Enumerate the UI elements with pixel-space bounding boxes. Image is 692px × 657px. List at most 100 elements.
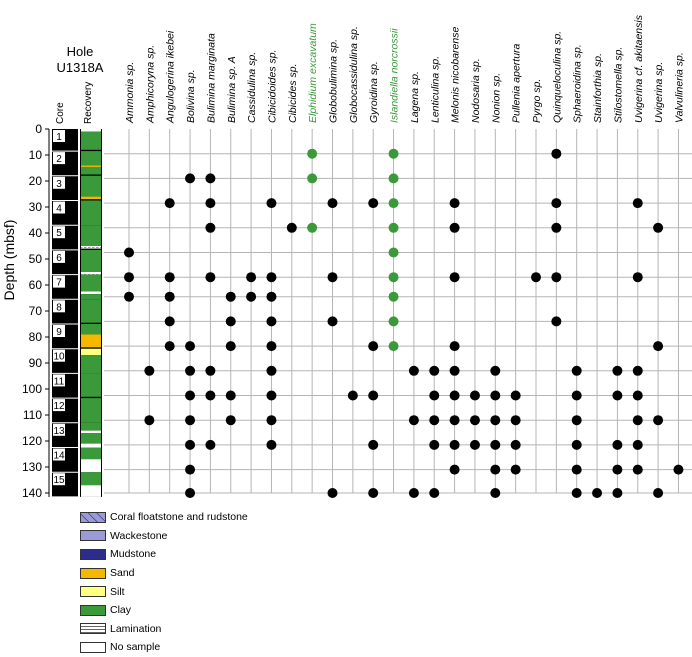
recovery-interval	[81, 373, 101, 397]
core-label-box	[53, 374, 65, 387]
core-label: 9	[56, 327, 62, 338]
occurrence-dot	[185, 415, 196, 426]
occurrence-dot	[164, 291, 175, 302]
occurrence-dot	[144, 415, 155, 426]
recovery-interval	[81, 200, 101, 226]
y-tick-label: 0	[35, 122, 42, 136]
occurrence-dot	[551, 198, 562, 209]
core-label-box	[53, 300, 65, 313]
occurrence-dot	[327, 316, 338, 327]
species-label: Valvulineria sp.	[673, 52, 685, 123]
y-axis: 0 10 20 30 40 50 60 70 80 90 100 110 120 130 140 Depth …	[1, 122, 50, 500]
recovery-interval	[81, 348, 101, 356]
core-label: 13	[53, 426, 65, 437]
recovery-interval	[81, 131, 101, 150]
occurrence-dot	[124, 272, 134, 283]
legend-swatch	[80, 604, 106, 616]
occurrence-dot	[225, 341, 236, 352]
hole-title-line1: Hole	[66, 44, 94, 59]
occurrence-dot	[490, 390, 501, 401]
recovery-interval	[81, 398, 101, 415]
occurrence-dot	[307, 222, 318, 233]
occurrence-dot	[429, 488, 440, 498]
recovery-interval	[81, 422, 101, 431]
occurrence-dot	[612, 464, 623, 475]
core-label-box	[53, 152, 65, 165]
species-label: Stainforthia sp.	[592, 53, 604, 123]
species-label: Gyroidina sp.	[368, 61, 380, 123]
recovery-interval	[81, 433, 101, 444]
occurrence-dot	[124, 291, 134, 302]
occurrence-dot	[551, 316, 562, 327]
y-tick-label: 80	[29, 330, 43, 344]
occurrence-dot	[185, 390, 196, 401]
legend-label: Silt	[110, 585, 125, 598]
occurrence-dot	[429, 415, 440, 426]
y-tick-label: 30	[29, 200, 43, 214]
occurrence-dot	[266, 415, 277, 426]
recovery-interval	[81, 166, 101, 175]
occurrence-dot	[632, 365, 643, 376]
occurrence-dot	[185, 365, 196, 376]
occurrence-dot	[164, 198, 175, 209]
occurrence-dot	[286, 222, 297, 233]
legend-swatch	[80, 623, 106, 635]
occurrence-dot	[266, 341, 277, 352]
occurrence-dot	[225, 291, 236, 302]
occurrence-dot	[449, 365, 460, 376]
occurrence-dot	[327, 272, 338, 283]
occurrence-dot	[571, 464, 582, 475]
occurrence-dot	[653, 341, 664, 352]
y-tick-label: 100	[22, 382, 42, 396]
y-tick-label: 70	[29, 304, 43, 318]
occurrence-dot	[531, 272, 541, 283]
occurrence-dot	[571, 415, 582, 426]
legend-item: No sample	[80, 638, 248, 657]
occurrence-dot	[490, 439, 501, 450]
core-label: 3	[56, 179, 62, 190]
occurrence-dot	[449, 390, 460, 401]
occurrence-dot	[449, 439, 460, 450]
y-tick-label: 50	[29, 252, 43, 266]
occurrence-dot	[449, 222, 460, 233]
occurrence-dot	[205, 390, 216, 401]
occurrence-dot	[246, 291, 257, 302]
y-tick-label: 40	[29, 226, 43, 240]
occurrence-dot	[327, 198, 338, 209]
occurrence-dot	[205, 173, 216, 184]
species-label: Nodosaria sp.	[470, 58, 482, 123]
species-label: Cassidulina sp.	[246, 52, 258, 123]
core-column-label: Core	[55, 102, 66, 124]
occurrence-dot	[429, 365, 440, 376]
species-label: Melonis nicobarense	[450, 27, 462, 123]
species-label: Stilostomella sp.	[612, 47, 624, 123]
legend-item: Sand	[80, 564, 248, 583]
occurrence-dot	[327, 488, 338, 498]
hole-title-line2: U1318A	[56, 60, 104, 75]
legend-label: No sample	[110, 641, 161, 654]
species-label: Ammonia sp.	[124, 62, 136, 124]
occurrence-dot	[368, 488, 379, 498]
species-label: Angulogerina ikebei	[165, 30, 177, 124]
occurrence-dot	[388, 148, 399, 159]
y-tick-label: 10	[29, 148, 43, 162]
recovery-column	[80, 129, 102, 497]
legend-item: Mudstone	[80, 545, 248, 564]
species-label: Islandiella norcrossii	[389, 28, 401, 123]
species-label: Lagena sp.	[409, 71, 421, 123]
recovery-interval	[81, 459, 101, 473]
occurrence-dot	[246, 272, 257, 283]
occurrence-dot	[449, 272, 460, 283]
occurrence-dot	[266, 291, 277, 302]
recovery-interval	[81, 299, 101, 323]
core-label: 1	[56, 132, 62, 143]
legend-label: Lamination	[110, 622, 162, 635]
species-label: Cibicides sp.	[287, 63, 299, 123]
hole-title: Hole U1318A	[40, 44, 120, 76]
recovery-interval	[81, 447, 101, 460]
occurrence-dot	[632, 272, 643, 283]
lithology-legend: Coral floatstone and rudstone Wackestone M…	[80, 508, 248, 657]
recovery-interval	[81, 324, 101, 335]
core-label: 14	[53, 451, 65, 462]
